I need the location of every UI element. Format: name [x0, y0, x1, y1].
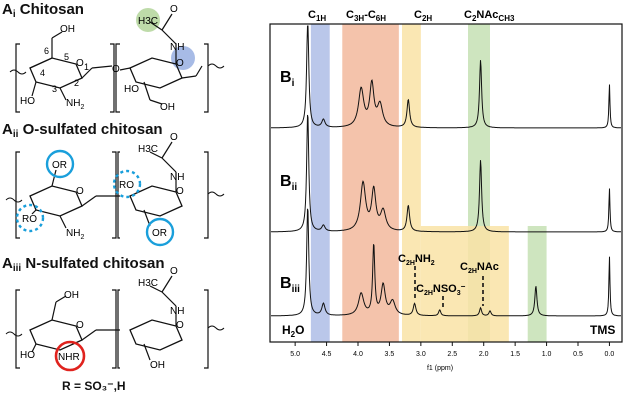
x-axis: 5.0 4.5 4.0 3.5 3.0 2.5 2.0 1.5 1.0 0.5 0.0 [290, 342, 614, 358]
atom-number-6: 6 [44, 46, 49, 56]
c2-highlight [171, 46, 195, 70]
nh-label-ii: NH [170, 172, 184, 183]
n-sulfated-chitosan-structure: NHR OH HO H3C O NH O O OH [5, 266, 225, 372]
ring-o-left-iii: O [76, 320, 84, 331]
ring-o-left-ii: O [76, 186, 84, 197]
x-tick-label-6: 2.0 [479, 351, 489, 358]
annotation-h2o: H2O [282, 323, 304, 339]
r-definition: R = SO₃⁻,H [62, 379, 126, 393]
chitosan-structure: H3C O NH O O O OH HO NH2 OH HO 6 5 4 3 2… [9, 4, 225, 113]
ring-o-left: O [76, 58, 84, 69]
or-circle-top [45, 149, 75, 179]
h3c-label-ii: H3C [138, 144, 158, 155]
o-sulfated-chitosan-structure: OR RO RO OR H3C O NH O O NH2 [5, 132, 225, 247]
or-label-top: OR [52, 160, 67, 171]
oh-label-iii: OH [64, 290, 79, 301]
h3c-label: H3C [138, 16, 158, 27]
nh-label: NH [170, 42, 184, 53]
x-tick-label-5: 2.5 [447, 351, 457, 358]
trace-Bi [271, 25, 621, 129]
trace-Biii [271, 208, 621, 317]
region-label-c2nac: C2NAcCH3 [464, 9, 515, 23]
x-tick-label-8: 1.0 [542, 351, 552, 358]
carbonyl-o-label-ii: O [170, 132, 178, 143]
ro-label-mid: RO [119, 180, 134, 191]
atom-number-4: 4 [40, 68, 45, 78]
ro-circle-dashed-mid [112, 169, 142, 199]
ring-o-right-iii: O [176, 320, 184, 331]
methyl-highlight [136, 8, 160, 32]
atom-number-2: 2 [74, 78, 79, 88]
plot-frame [269, 23, 623, 343]
trace-label-bii: Bii [280, 173, 297, 193]
region-label-c2h: C2H [414, 9, 432, 23]
annotation-c2h-nh2: C2HNH2 [398, 253, 435, 267]
region-band-1 [342, 24, 399, 342]
panel-title-a-ii: Aii O-sulfated chitosan [2, 121, 163, 140]
or-circle-bottom [145, 217, 175, 247]
chemical-structures: H3C O NH O O O OH HO NH2 OH HO 6 5 4 3 2… [5, 4, 225, 372]
ho-label-right: HO [124, 84, 139, 95]
ho-label: HO [20, 96, 35, 107]
region-band-0 [310, 24, 330, 342]
ho-label-iii: HO [20, 350, 35, 361]
nh-label-iii: NH [170, 306, 184, 317]
annotation-c2h-nac: C2HNAc [460, 261, 499, 275]
nhr-circle [54, 340, 86, 372]
annotation-tms: TMS [590, 323, 615, 337]
panel-title-a-i: Ai Chitosan [2, 1, 84, 20]
x-tick-label-3: 3.5 [385, 351, 395, 358]
x-tick-label-4: 3.0 [416, 351, 426, 358]
oh-label-bottom: OH [160, 102, 175, 113]
glycosidic-o: O [112, 64, 120, 75]
ring-o-right: O [176, 58, 184, 69]
extra-band-0 [420, 226, 509, 342]
nh2-label-ii: NH2 [66, 228, 84, 241]
atom-number-1: 1 [84, 62, 89, 72]
region-label-c1h: C1H [308, 9, 326, 23]
carbonyl-o-label: O [170, 4, 178, 15]
x-tick-label-10: 0.0 [605, 351, 615, 358]
ro-circle-dashed-left [15, 203, 45, 233]
nh2-label: NH2 [66, 98, 84, 111]
x-tick-label-2: 4.0 [353, 351, 363, 358]
oh-label-iii-bottom: OH [150, 360, 165, 371]
nhr-label: NHR [58, 352, 80, 363]
atom-number-5: 5 [64, 52, 69, 62]
nmr-spectra-chart: 5.0 4.5 4.0 3.5 3.0 2.5 2.0 1.5 1.0 0.5 0.0 C1H C3… [269, 9, 623, 372]
atom-number-3: 3 [52, 84, 57, 94]
ro-label-left: RO [22, 214, 37, 225]
trace-label-biii: Biii [280, 275, 300, 295]
region-band-2 [402, 24, 421, 342]
x-tick-label-1: 4.5 [322, 351, 332, 358]
trace-label-bi: Bi [280, 69, 295, 89]
ring-o-right-ii: O [176, 186, 184, 197]
spectra-traces [270, 25, 621, 317]
extra-band-1 [527, 226, 547, 342]
region-bands [310, 24, 547, 342]
h3c-label-iii: H3C [138, 278, 158, 289]
x-tick-label-9: 0.5 [573, 351, 583, 358]
carbonyl-o-label-iii: O [170, 266, 178, 277]
x-tick-label-7: 1.5 [510, 351, 520, 358]
panel-title-a-iii: Aiii N-sulfated chitosan [2, 255, 165, 274]
or-label-bottom: OR [152, 228, 167, 239]
region-label-c3h-c6h: C3H-C6H [346, 9, 386, 23]
oh-label-top: OH [60, 24, 75, 35]
x-axis-label: f1 (ppm) [427, 365, 453, 372]
trace-Bii [270, 114, 621, 233]
x-tick-label-0: 5.0 [290, 351, 300, 358]
